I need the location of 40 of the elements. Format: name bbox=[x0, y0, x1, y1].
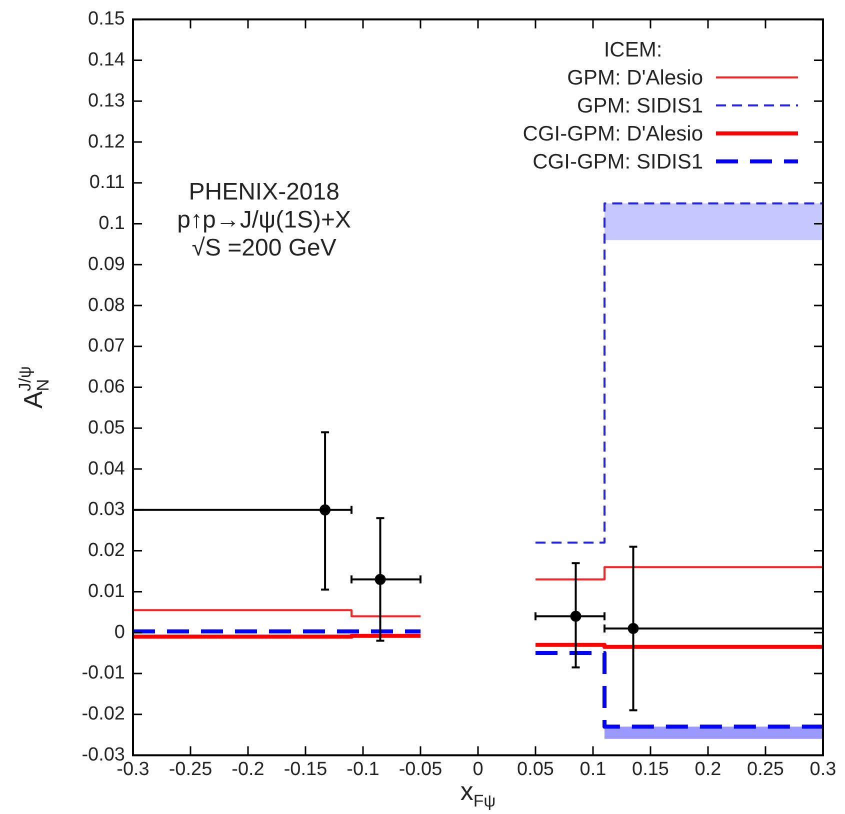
x-tick-label: 0.05 bbox=[517, 758, 554, 780]
annotation: PHENIX-2018 bbox=[188, 178, 340, 206]
legend-label: CGI-GPM: D'Alesio bbox=[522, 122, 703, 146]
y-tick-label: 0.03 bbox=[88, 499, 125, 520]
x-tick-label: 0 bbox=[472, 758, 484, 780]
x-tick-label: -0.1 bbox=[346, 758, 380, 780]
x-tick-label: 0.3 bbox=[810, 758, 836, 780]
y-tick-label: -0.01 bbox=[82, 662, 125, 684]
y-tick-label: 0.13 bbox=[88, 90, 125, 112]
legend-label: GPM: SIDIS1 bbox=[576, 94, 703, 118]
y-tick-label: 0.05 bbox=[88, 417, 125, 438]
x-tick-label: -0.05 bbox=[398, 758, 442, 780]
legend-label: GPM: D'Alesio bbox=[567, 66, 703, 90]
annotation: √S =200 GeV bbox=[192, 234, 336, 262]
x-tick-label: -0.25 bbox=[168, 758, 212, 780]
y-tick-label: 0.02 bbox=[88, 540, 125, 562]
y-tick-label: 0.11 bbox=[89, 172, 125, 194]
y-tick-label: 0.06 bbox=[88, 376, 125, 398]
y-tick-label: -0.02 bbox=[82, 704, 125, 725]
x-tick-label: -0.2 bbox=[232, 758, 264, 780]
y-tick-label: 0.1 bbox=[98, 213, 125, 234]
y-tick-label: -0.03 bbox=[82, 744, 125, 766]
legend-label: CGI-GPM: SIDIS1 bbox=[532, 150, 703, 174]
y-tick-label: 0 bbox=[114, 622, 125, 643]
x-tick-label: 0.15 bbox=[632, 758, 669, 780]
x-tick-label: 0.2 bbox=[694, 758, 722, 780]
y-tick-label: 0.15 bbox=[88, 8, 125, 30]
legend-title: ICEM: bbox=[604, 38, 662, 62]
annotation: p↑p→J/ψ(1S)+X bbox=[177, 206, 352, 234]
y-tick-label: 0.01 bbox=[88, 580, 125, 602]
y-tick-label: 0.07 bbox=[88, 336, 125, 357]
y-axis-title: ANJ/ψ bbox=[15, 366, 52, 409]
y-tick-label: 0.08 bbox=[88, 294, 125, 316]
y-tick-label: 0.09 bbox=[88, 254, 125, 275]
x-tick-label: 0.1 bbox=[580, 758, 606, 780]
y-tick-label: 0.12 bbox=[88, 131, 125, 152]
x-tick-label: 0.25 bbox=[747, 758, 784, 780]
x-tick-label: -0.15 bbox=[284, 758, 328, 780]
y-tick-label: 0.14 bbox=[88, 50, 126, 71]
y-tick-label: 0.04 bbox=[88, 458, 126, 480]
